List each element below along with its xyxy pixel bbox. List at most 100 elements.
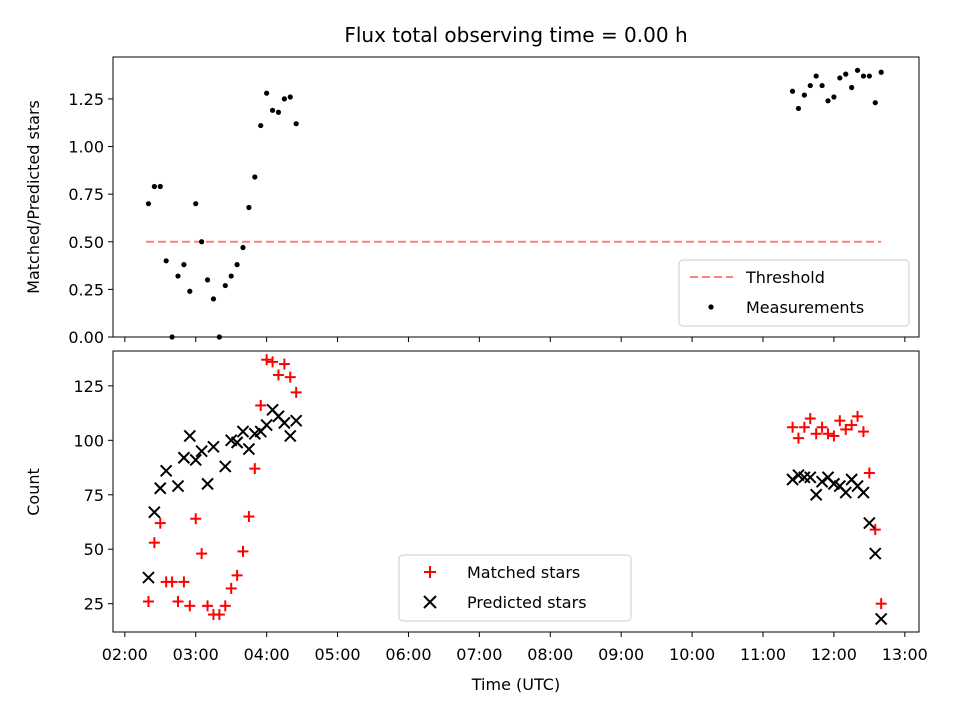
bottom-plot-frame <box>112 350 920 633</box>
measurement-point <box>878 69 884 75</box>
predicted-star-point <box>798 471 811 484</box>
measurement-point <box>181 262 187 268</box>
matched-star-point <box>154 517 166 529</box>
bottom-legend: Matched stars Predicted stars <box>398 554 632 622</box>
top-ytick-label: 0.00 <box>68 328 104 347</box>
predicted-star-point <box>195 444 208 458</box>
measurement-point <box>246 204 252 211</box>
measurement-point <box>293 121 299 127</box>
measurement-point <box>210 296 217 302</box>
matched-star-point <box>202 600 214 612</box>
predicted-star-point <box>142 571 155 584</box>
predicted-star-point <box>278 416 291 430</box>
matched-star-point <box>863 467 875 479</box>
bottom-xtick-label: 02:00 <box>102 645 148 664</box>
legend-matched-label: Matched stars <box>467 563 580 582</box>
predicted-star-point <box>219 460 232 473</box>
matched-star-point <box>816 421 828 433</box>
matched-star-point <box>237 545 249 557</box>
measurement-point <box>269 107 276 113</box>
matched-star-point <box>172 596 184 608</box>
matched-star-point <box>290 386 302 398</box>
measurement-point <box>204 277 211 283</box>
matched-star-point <box>267 356 279 368</box>
measurement-point <box>163 258 169 264</box>
matched-star-point <box>804 413 816 425</box>
legend-measurements-label: Measurements <box>746 298 864 317</box>
predicted-star-point <box>809 488 823 501</box>
predicted-star-point <box>839 486 852 499</box>
legend-measurements-swatch <box>708 304 714 310</box>
matched-star-point <box>792 432 804 444</box>
measurement-point <box>145 201 152 207</box>
predicted-star-point <box>242 442 256 456</box>
predicted-star-point <box>154 482 167 495</box>
predicted-star-point <box>230 436 244 449</box>
measurement-point <box>281 96 287 102</box>
measurement-point <box>193 201 199 207</box>
top-plot-ticks: 0.00 0.25 0.50 0.75 1.00 1.25 <box>68 90 906 347</box>
bottom-ytick-label: 25 <box>84 595 104 614</box>
measurement-point <box>240 244 246 251</box>
measurement-point <box>252 174 258 180</box>
bottom-y-axis-label: Count <box>24 468 43 516</box>
predicted-star-point <box>260 418 273 432</box>
bottom-xtick-label: 11:00 <box>740 645 786 664</box>
matched-star-point <box>196 548 208 560</box>
predicted-star-point <box>804 471 817 484</box>
bottom-xtick-label: 04:00 <box>244 645 290 664</box>
matched-star-point <box>787 421 799 433</box>
matched-star-point <box>834 415 846 427</box>
legend-predicted-label: Predicted stars <box>467 593 587 612</box>
measurement-point <box>228 273 234 279</box>
predicted-star-point <box>159 464 173 478</box>
measurement-point <box>264 90 270 96</box>
predicted-star-point <box>289 414 303 427</box>
top-legend: Threshold Measurements <box>678 259 910 327</box>
predicted-star-point <box>201 477 214 491</box>
legend-predicted-swatch <box>423 595 437 609</box>
predicted-star-point <box>786 473 799 486</box>
predicted-star-point <box>207 440 220 454</box>
measurement-point <box>187 288 193 294</box>
measurement-point <box>789 88 796 94</box>
matched-star-point <box>875 598 887 610</box>
measurement-point <box>837 75 843 81</box>
bottom-xtick-label: 08:00 <box>527 645 573 664</box>
matched-star-point <box>857 426 869 438</box>
measurement-point <box>287 94 293 100</box>
matched-star-point <box>278 358 290 370</box>
matched-star-point <box>243 511 255 523</box>
matched-star-point <box>284 371 296 383</box>
predicted-star-point <box>189 453 202 467</box>
x-axis-label: Time (UTC) <box>471 675 560 694</box>
top-legend-box <box>678 259 910 327</box>
matched-star-point <box>213 609 225 621</box>
matched-star-point <box>261 354 273 366</box>
top-plot-marks <box>145 67 884 340</box>
measurement-point <box>157 183 163 190</box>
predicted-star-point <box>815 475 829 488</box>
measurement-point <box>843 71 849 77</box>
measurement-point <box>860 73 867 79</box>
predicted-star-point <box>171 479 185 493</box>
bottom-ytick-label: 50 <box>84 540 104 559</box>
matched-star-point <box>166 576 178 588</box>
measurement-point <box>795 105 802 112</box>
top-ytick-label: 0.75 <box>68 185 104 204</box>
legend-threshold-label: Threshold <box>745 268 825 287</box>
chart-title: Flux total observing time = 0.00 h <box>344 23 687 47</box>
matched-star-point <box>846 419 858 431</box>
top-plot-frame <box>112 56 920 338</box>
bottom-xtick-label: 09:00 <box>598 645 644 664</box>
bottom-xtick-label: 07:00 <box>456 645 502 664</box>
measurement-point <box>831 94 837 100</box>
matched-star-point <box>178 576 190 588</box>
measurement-point <box>175 273 181 279</box>
predicted-star-point <box>874 612 888 626</box>
bottom-plot-ticks: 25 50 75 100 125 02:00 03:00 04:00 05:00 06:00 07:… <box>73 377 927 664</box>
predicted-star-point <box>183 429 197 443</box>
top-ytick-label: 0.50 <box>68 233 104 252</box>
bottom-xtick-label: 03:00 <box>173 645 219 664</box>
predicted-star-point <box>863 516 876 530</box>
